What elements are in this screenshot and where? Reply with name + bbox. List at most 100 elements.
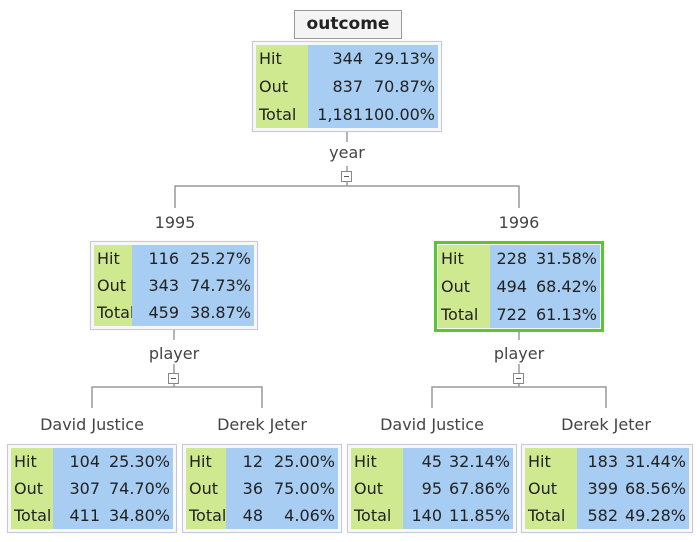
out-count: 307: [69, 479, 100, 498]
hit-percent: 31.44%: [624, 452, 686, 471]
hit-percent: 32.14%: [448, 452, 510, 471]
label-total: Total: [354, 506, 392, 525]
label-hit: Hit: [97, 249, 120, 268]
node-1995-derek-jeter[interactable]: Hit Out Total 12 25.00% 36 75.00% 48 4.06%: [182, 444, 342, 533]
total-count: 411: [69, 506, 100, 525]
row-values: 344 29.13% 837 70.87% 1,181 100.00%: [308, 45, 438, 128]
branch-label-derek-jeter-1996: Derek Jeter: [561, 415, 651, 434]
label-total: Total: [259, 104, 297, 124]
row-labels: Hit Out Total: [525, 448, 577, 529]
total-count: 459: [148, 303, 179, 322]
connector: [431, 386, 607, 408]
out-count: 36: [242, 479, 263, 498]
hit-count: 104: [69, 452, 100, 471]
hit-count: 116: [148, 249, 179, 268]
out-percent: 68.42%: [535, 277, 597, 296]
out-percent: 74.73%: [189, 276, 251, 295]
hit-count: 12: [242, 452, 263, 471]
label-hit: Hit: [528, 452, 551, 471]
label-hit: Hit: [354, 452, 377, 471]
hit-percent: 25.30%: [108, 452, 170, 471]
hit-percent: 25.27%: [189, 249, 251, 268]
hit-count: 228: [496, 249, 527, 269]
connector: [91, 386, 263, 408]
collapse-toggle-icon[interactable]: [168, 373, 179, 384]
node-1995-david-justice[interactable]: Hit Out Total 104 25.30% 307 74.70% 411 34.…: [7, 444, 177, 533]
hit-count: 45: [421, 452, 442, 471]
split-variable-year: year: [329, 143, 365, 162]
label-out: Out: [189, 479, 219, 498]
out-count: 399: [587, 479, 618, 498]
label-out: Out: [354, 479, 384, 498]
out-count: 494: [496, 277, 527, 296]
label-hit: Hit: [14, 452, 37, 471]
total-percent: 49.28%: [624, 506, 686, 525]
label-total: Total: [528, 506, 566, 525]
total-percent: 100.00%: [363, 104, 435, 124]
row-labels: Hit Out Total: [256, 45, 308, 128]
row-labels: Hit Out Total: [186, 448, 226, 529]
row-labels: Hit Out Total: [438, 245, 490, 328]
out-count: 343: [148, 276, 179, 295]
out-percent: 75.00%: [273, 479, 335, 498]
hit-percent: 25.00%: [273, 452, 335, 471]
out-percent: 70.87%: [373, 77, 435, 96]
label-out: Out: [259, 77, 289, 96]
label-out: Out: [97, 276, 127, 295]
row-values: 228 31.58% 494 68.42% 722 61.13%: [490, 245, 600, 328]
branch-label-1996: 1996: [498, 213, 540, 232]
total-percent: 4.06%: [284, 506, 335, 525]
label-hit: Hit: [259, 49, 282, 69]
label-total: Total: [441, 304, 479, 324]
row-values: 116 25.27% 343 74.73% 459 38.87%: [132, 245, 254, 326]
branch-label-david-justice-1995: David Justice: [40, 415, 144, 434]
label-out: Out: [528, 479, 558, 498]
total-count: 140: [411, 506, 442, 525]
branch-label-derek-jeter-1995: Derek Jeter: [217, 415, 307, 434]
row-values: 45 32.14% 95 67.86% 140 11.85%: [403, 448, 513, 529]
root-node[interactable]: Hit Out Total 344 29.13% 837 70.87% 1,181 1…: [252, 41, 442, 132]
total-percent: 61.13%: [535, 304, 597, 324]
row-values: 104 25.30% 307 74.70% 411 34.80%: [53, 448, 173, 529]
connector: [174, 185, 520, 208]
total-count: 1,181: [317, 104, 363, 124]
node-1996-derek-jeter[interactable]: Hit Out Total 183 31.44% 399 68.56% 582 49.…: [521, 444, 693, 533]
collapse-toggle-icon[interactable]: [513, 373, 524, 384]
out-percent: 68.56%: [624, 479, 686, 498]
total-percent: 38.87%: [189, 303, 251, 322]
label-total: Total: [189, 506, 227, 525]
target-variable-title: outcome: [294, 10, 402, 39]
branch-label-1995: 1995: [154, 213, 196, 232]
total-count: 582: [587, 506, 618, 525]
collapse-toggle-icon[interactable]: [341, 171, 352, 182]
out-percent: 67.86%: [448, 479, 510, 498]
row-labels: Hit Out Total: [94, 245, 135, 326]
label-hit: Hit: [441, 249, 464, 269]
hit-count: 183: [587, 452, 618, 471]
hit-count: 344: [332, 49, 363, 69]
hit-percent: 29.13%: [373, 49, 435, 69]
node-1996-selected[interactable]: Hit Out Total 228 31.58% 494 68.42% 722 61.…: [434, 241, 604, 332]
row-labels: Hit Out Total: [11, 448, 53, 529]
out-count: 95: [421, 479, 442, 498]
label-out: Out: [441, 277, 471, 296]
label-out: Out: [14, 479, 44, 498]
hit-percent: 31.58%: [535, 249, 597, 269]
node-1995[interactable]: Hit Out Total 116 25.27% 343 74.73% 459 38.…: [90, 241, 258, 330]
total-count: 48: [242, 506, 263, 525]
label-total: Total: [97, 303, 135, 322]
total-count: 722: [496, 304, 527, 324]
total-percent: 34.80%: [108, 506, 170, 525]
split-variable-player-1995: player: [148, 344, 200, 363]
branch-label-david-justice-1996: David Justice: [380, 415, 484, 434]
split-variable-player-1996: player: [493, 344, 545, 363]
node-1996-david-justice[interactable]: Hit Out Total 45 32.14% 95 67.86% 140 11.85…: [347, 444, 517, 533]
row-labels: Hit Out Total: [351, 448, 403, 529]
out-percent: 74.70%: [108, 479, 170, 498]
label-total: Total: [14, 506, 52, 525]
row-values: 12 25.00% 36 75.00% 48 4.06%: [226, 448, 338, 529]
label-hit: Hit: [189, 452, 212, 471]
row-values: 183 31.44% 399 68.56% 582 49.28%: [577, 448, 689, 529]
out-count: 837: [332, 77, 363, 96]
